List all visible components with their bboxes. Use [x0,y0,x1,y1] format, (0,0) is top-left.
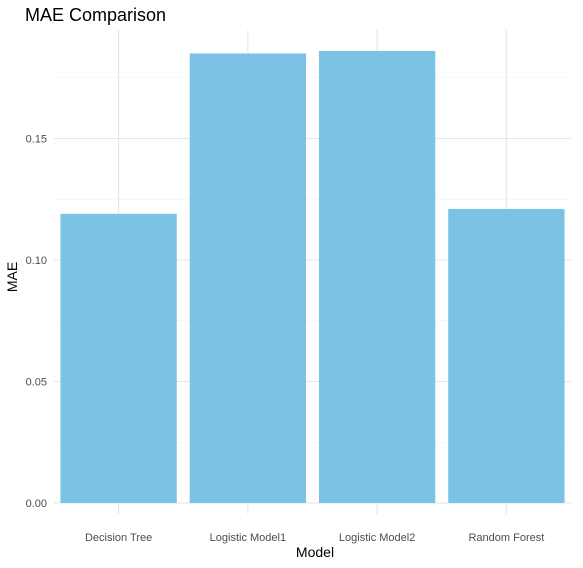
chart-title: MAE Comparison [25,5,166,25]
bar-logistic-model1 [189,53,307,503]
y-tick-label: 0.10 [26,255,47,267]
bar-decision-tree [60,213,177,503]
y-tick-label: 0.05 [26,377,47,389]
x-axis-title: Model [296,544,334,560]
plot-area: 0.00 0.05 0.10 0.15 Decision Tree Logistic Mo… [26,30,571,544]
y-tick-label: 0.00 [26,498,47,510]
bar-random-forest [448,208,565,503]
y-axis-title: MAE [4,262,20,292]
x-tick-label: Random Forest [468,532,544,544]
x-tick-label: Decision Tree [85,532,152,544]
x-tick-label: Logistic Model1 [210,532,286,544]
x-tick-label: Logistic Model2 [339,532,415,544]
bar-logistic-model2 [318,51,436,504]
y-tick-label: 0.15 [26,134,47,146]
